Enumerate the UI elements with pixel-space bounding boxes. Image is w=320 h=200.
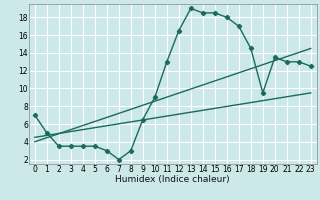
X-axis label: Humidex (Indice chaleur): Humidex (Indice chaleur) bbox=[116, 175, 230, 184]
